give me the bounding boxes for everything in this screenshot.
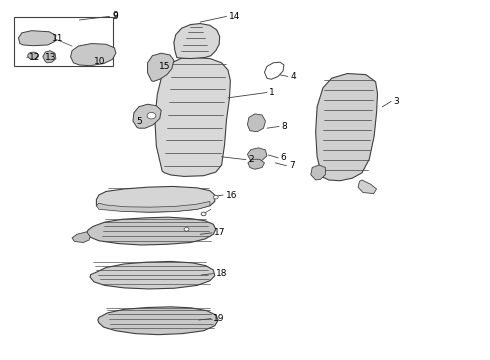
Polygon shape (97, 202, 210, 212)
Ellipse shape (201, 212, 206, 216)
Ellipse shape (28, 52, 38, 59)
Polygon shape (155, 58, 230, 176)
Polygon shape (90, 261, 215, 289)
Polygon shape (247, 148, 267, 162)
Text: 18: 18 (216, 269, 227, 278)
Text: 4: 4 (290, 72, 296, 81)
Text: 7: 7 (289, 161, 294, 170)
Text: 12: 12 (29, 53, 41, 62)
Polygon shape (43, 51, 56, 63)
Text: 5: 5 (136, 117, 142, 126)
Text: 9: 9 (113, 11, 118, 20)
Text: 10: 10 (94, 57, 105, 66)
Text: 11: 11 (51, 35, 63, 44)
Polygon shape (71, 44, 116, 66)
Text: 19: 19 (213, 314, 225, 323)
Polygon shape (265, 62, 284, 79)
Polygon shape (98, 307, 218, 335)
Polygon shape (248, 159, 265, 169)
Polygon shape (147, 53, 174, 81)
Polygon shape (87, 217, 216, 245)
Text: 2: 2 (248, 155, 254, 164)
Polygon shape (316, 73, 377, 181)
Polygon shape (133, 104, 161, 128)
Text: 8: 8 (282, 122, 287, 131)
Ellipse shape (213, 195, 218, 199)
Text: 6: 6 (281, 153, 286, 162)
Polygon shape (358, 180, 376, 194)
Text: 3: 3 (393, 97, 399, 106)
Ellipse shape (147, 112, 156, 119)
Text: 9: 9 (112, 12, 118, 21)
Text: 1: 1 (270, 88, 275, 97)
Text: 13: 13 (45, 53, 57, 62)
Bar (14, 17, 114, 66)
Text: 17: 17 (214, 228, 226, 237)
Text: 14: 14 (229, 12, 240, 21)
Polygon shape (174, 23, 220, 59)
Polygon shape (247, 114, 266, 132)
Text: 15: 15 (159, 62, 170, 71)
Polygon shape (97, 186, 215, 212)
Ellipse shape (184, 228, 189, 231)
Polygon shape (311, 165, 325, 180)
Text: 16: 16 (225, 190, 237, 199)
Polygon shape (19, 31, 56, 46)
Polygon shape (72, 232, 90, 243)
